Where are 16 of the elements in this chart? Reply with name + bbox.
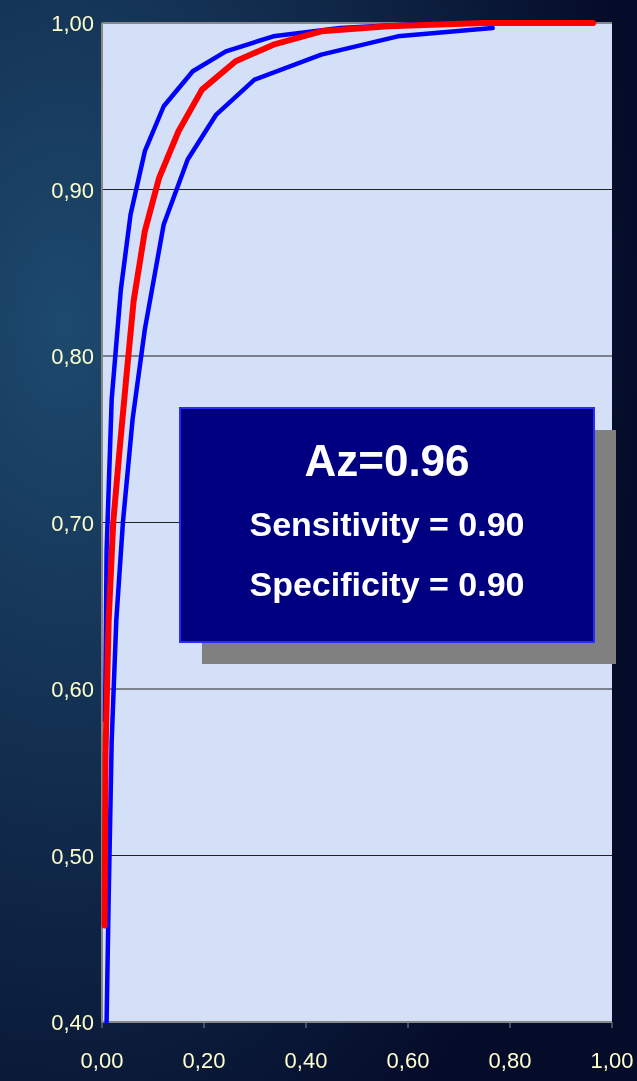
x-tick-label: 0,60: [386, 1048, 430, 1073]
x-tick-label: 0,40: [284, 1048, 328, 1073]
annotation: Specificity = 0.90: [249, 565, 525, 603]
y-tick-label: 1,00: [51, 11, 94, 36]
x-tick-label: 0,00: [80, 1048, 124, 1073]
y-tick-label: 0,80: [51, 344, 94, 369]
annotation: Az=0.96: [304, 436, 470, 485]
y-tick-label: 0,50: [51, 843, 94, 869]
y-tick-label: 0,70: [51, 510, 94, 536]
annotation: Sensitivity = 0.90: [249, 505, 525, 543]
x-tick-label: 1,00: [590, 1048, 634, 1073]
y-tick-label: 0,90: [51, 177, 94, 203]
x-tick-label: 0,20: [182, 1048, 226, 1073]
y-tick-label: 0,60: [51, 677, 94, 702]
x-tick-label: 0,80: [488, 1048, 532, 1073]
y-tick-label: 0,40: [51, 1010, 94, 1035]
